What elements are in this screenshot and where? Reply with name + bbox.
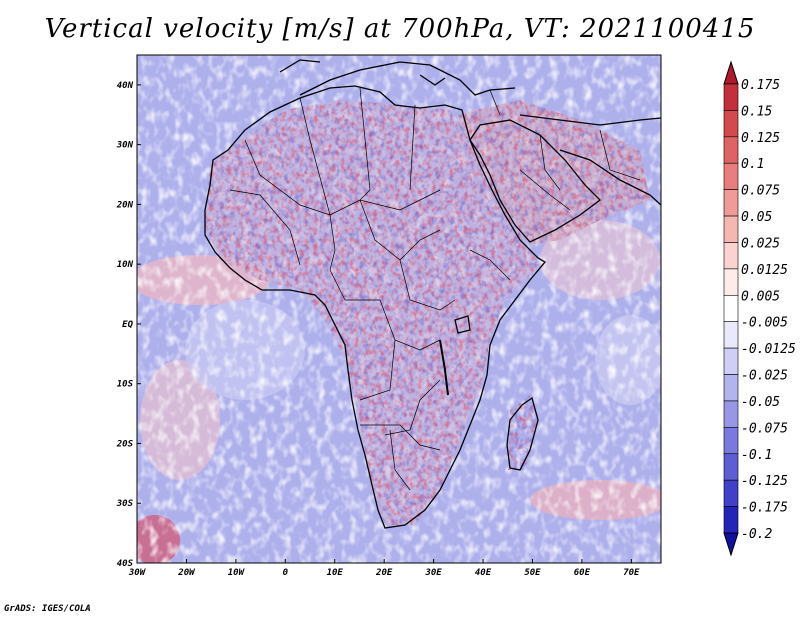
x-tick-label: 10E <box>327 568 344 578</box>
x-tick-label: 20E <box>375 568 393 578</box>
x-tick-label: 30E <box>424 568 442 578</box>
colorbar-label: -0.175 <box>741 501 788 516</box>
colorbar-label: 0.175 <box>741 78 780 93</box>
vertical-velocity-field <box>137 55 661 563</box>
colorbar-label: -0.0125 <box>741 342 796 357</box>
colorbar-swatch <box>723 427 739 455</box>
colorbar-swatch <box>723 215 739 243</box>
colorbar-swatch <box>723 110 739 138</box>
x-tick-label: 50E <box>524 568 541 578</box>
colorbar-swatch <box>723 347 739 375</box>
colorbar-swatch <box>723 189 739 217</box>
colorbar-label: 0.1 <box>741 157 764 172</box>
country-borders <box>229 87 641 491</box>
y-tick-label: 40N <box>117 81 134 91</box>
x-tick-label: 40E <box>475 568 492 578</box>
colorbar-label: 0.125 <box>741 131 780 146</box>
colorbar-swatch-top <box>723 60 739 85</box>
x-tick-label: 20W <box>177 568 196 578</box>
colorbar-label: -0.005 <box>741 316 788 331</box>
colorbar-swatch <box>723 453 739 481</box>
colorbar-swatch <box>723 374 739 402</box>
x-tick-label: 70E <box>623 568 640 578</box>
colorbar-swatch <box>723 162 739 190</box>
y-tick-label: 40S <box>117 559 134 569</box>
y-tick-label: 30S <box>116 499 134 509</box>
colorbar-swatch <box>723 136 739 164</box>
x-tick-label: 10W <box>228 568 246 578</box>
colorbar-label: -0.2 <box>741 527 772 542</box>
colorbar-swatch <box>723 321 739 349</box>
y-tick-label: 10N <box>117 260 134 270</box>
colorbar-label: 0.0125 <box>741 263 788 278</box>
colorbar-label: -0.125 <box>741 474 788 489</box>
y-tick-label: 30N <box>116 141 134 151</box>
map-title: Vertical velocity [m/s] at 700hPa, VT: 2… <box>44 14 756 44</box>
colorbar: 0.175 0.15 0.125 0.1 0.075 0.05 0.025 0.0125 0.0… <box>723 60 796 557</box>
x-axis-ticks: 30W 20W 10W 0 10E 20E 30E 40E 50E 60E 70E <box>128 559 640 578</box>
colorbar-label: 0.15 <box>741 104 772 119</box>
x-tick-label: 30W <box>128 568 147 578</box>
x-tick-label: 0 <box>283 568 289 578</box>
y-tick-label: 20S <box>116 439 134 449</box>
grads-credit: GrADS: IGES/COLA <box>4 604 91 614</box>
colorbar-label: -0.075 <box>741 421 788 436</box>
y-tick-label: 20N <box>116 200 134 210</box>
colorbar-label: 0.075 <box>741 184 780 199</box>
colorbar-label: 0.025 <box>741 236 780 251</box>
colorbar-label: -0.05 <box>741 395 780 410</box>
y-tick-label: 10S <box>117 380 134 390</box>
plot-frame <box>136 54 662 564</box>
colorbar-swatch <box>723 479 739 507</box>
colorbar-swatch <box>723 400 739 428</box>
colorbar-label: -0.025 <box>741 369 788 384</box>
colorbar-swatch <box>723 83 739 111</box>
colorbar-label: 0.005 <box>741 289 780 304</box>
colorbar-swatch-bottom <box>723 532 739 557</box>
colorbar-label: 0.05 <box>741 210 772 225</box>
coastlines <box>204 59 661 529</box>
colorbar-swatch <box>723 242 739 270</box>
y-axis-ticks: 40N 30N 20N 10N EQ 10S 20S 30S 40S <box>116 81 141 569</box>
colorbar-swatch <box>723 506 739 534</box>
colorbar-label: -0.1 <box>741 448 772 463</box>
x-tick-label: 60E <box>574 568 591 578</box>
colorbar-swatch <box>723 294 739 323</box>
colorbar-swatch <box>723 268 739 296</box>
y-tick-label: EQ <box>122 320 133 330</box>
